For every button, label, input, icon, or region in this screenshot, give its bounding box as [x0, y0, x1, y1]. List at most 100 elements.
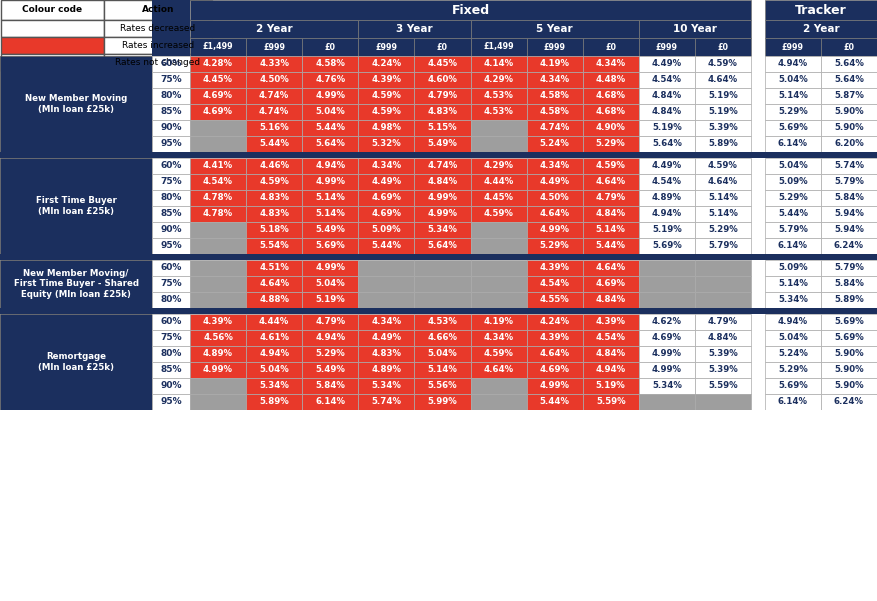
- Bar: [526, 330, 582, 346]
- Bar: [246, 56, 303, 72]
- Bar: [582, 38, 638, 56]
- Text: 4.68%: 4.68%: [595, 108, 626, 117]
- Bar: [303, 38, 359, 56]
- Bar: [638, 362, 695, 378]
- Text: 5.14%: 5.14%: [316, 210, 346, 219]
- Text: 4.46%: 4.46%: [259, 162, 289, 171]
- Text: 4.99%: 4.99%: [539, 225, 570, 234]
- Bar: [152, 314, 190, 330]
- Bar: [152, 56, 190, 72]
- Bar: [821, 104, 877, 120]
- Text: 4.34%: 4.34%: [539, 76, 570, 85]
- Bar: [415, 314, 470, 330]
- Text: 4.64%: 4.64%: [259, 279, 289, 288]
- Bar: [303, 260, 359, 276]
- Text: 4.99%: 4.99%: [652, 365, 681, 374]
- Text: 4.94%: 4.94%: [315, 162, 346, 171]
- Bar: [303, 190, 359, 206]
- Bar: [638, 136, 695, 152]
- Text: 4.54%: 4.54%: [652, 76, 681, 85]
- Text: 75%: 75%: [160, 76, 182, 85]
- Text: 4.90%: 4.90%: [595, 123, 625, 132]
- Text: 10 Year: 10 Year: [673, 24, 717, 34]
- Bar: [765, 314, 821, 330]
- Bar: [303, 276, 359, 292]
- Bar: [470, 104, 526, 120]
- Text: 4.84%: 4.84%: [652, 108, 682, 117]
- Bar: [415, 56, 470, 72]
- Text: 5.89%: 5.89%: [260, 397, 289, 406]
- Text: 5.34%: 5.34%: [427, 225, 458, 234]
- Bar: [695, 174, 751, 190]
- Bar: [821, 88, 877, 104]
- Bar: [765, 276, 821, 292]
- Text: 4.69%: 4.69%: [203, 108, 233, 117]
- Text: 60%: 60%: [160, 317, 182, 326]
- Text: 4.78%: 4.78%: [203, 210, 233, 219]
- Text: 4.89%: 4.89%: [652, 194, 681, 203]
- Bar: [582, 330, 638, 346]
- Text: 4.83%: 4.83%: [259, 194, 289, 203]
- Text: 5.49%: 5.49%: [427, 139, 458, 148]
- Bar: [190, 174, 246, 190]
- Bar: [303, 394, 359, 410]
- Text: 95%: 95%: [160, 139, 182, 148]
- Bar: [246, 394, 303, 410]
- Bar: [359, 104, 415, 120]
- Text: 5.19%: 5.19%: [595, 382, 625, 391]
- Text: 4.59%: 4.59%: [595, 162, 625, 171]
- Text: 4.94%: 4.94%: [595, 365, 626, 374]
- Bar: [246, 72, 303, 88]
- Text: 4.84%: 4.84%: [652, 91, 682, 100]
- Text: 5.44%: 5.44%: [315, 123, 346, 132]
- Text: 4.58%: 4.58%: [539, 91, 569, 100]
- Text: 4.76%: 4.76%: [315, 76, 346, 85]
- Text: 4.59%: 4.59%: [708, 162, 738, 171]
- Bar: [190, 362, 246, 378]
- Bar: [638, 276, 695, 292]
- Text: 4.45%: 4.45%: [203, 76, 233, 85]
- Text: 4.99%: 4.99%: [203, 365, 233, 374]
- Bar: [526, 276, 582, 292]
- Text: Colour code: Colour code: [23, 5, 82, 14]
- Text: 5.14%: 5.14%: [316, 194, 346, 203]
- Bar: [470, 276, 526, 292]
- Bar: [582, 260, 638, 276]
- Bar: [246, 88, 303, 104]
- Text: 4.51%: 4.51%: [260, 263, 289, 272]
- Text: 4.19%: 4.19%: [539, 59, 570, 69]
- Bar: [359, 206, 415, 222]
- Bar: [152, 330, 190, 346]
- Text: 4.58%: 4.58%: [539, 108, 569, 117]
- Bar: [582, 56, 638, 72]
- Bar: [470, 222, 526, 238]
- Bar: [470, 362, 526, 378]
- Text: 4.39%: 4.39%: [595, 317, 626, 326]
- Bar: [526, 260, 582, 276]
- Bar: [470, 346, 526, 362]
- Text: 6.24%: 6.24%: [834, 397, 864, 406]
- Bar: [821, 238, 877, 254]
- Bar: [303, 158, 359, 174]
- Bar: [359, 330, 415, 346]
- Text: 5.69%: 5.69%: [834, 317, 864, 326]
- Text: 4.94%: 4.94%: [778, 59, 808, 69]
- Text: 5.74%: 5.74%: [834, 162, 864, 171]
- Bar: [638, 120, 695, 136]
- Bar: [821, 394, 877, 410]
- Text: 5.49%: 5.49%: [316, 365, 346, 374]
- Text: 5.64%: 5.64%: [427, 242, 458, 251]
- Text: 5.19%: 5.19%: [708, 108, 738, 117]
- Bar: [582, 378, 638, 394]
- Text: 4.69%: 4.69%: [539, 365, 570, 374]
- Bar: [190, 378, 246, 394]
- Bar: [152, 362, 190, 378]
- Bar: [765, 88, 821, 104]
- Bar: [303, 120, 359, 136]
- Bar: [190, 88, 246, 104]
- Bar: [246, 314, 303, 330]
- Text: 4.84%: 4.84%: [595, 210, 626, 219]
- Text: £999: £999: [375, 43, 397, 52]
- Text: 5.94%: 5.94%: [834, 210, 864, 219]
- Text: 4.69%: 4.69%: [371, 194, 402, 203]
